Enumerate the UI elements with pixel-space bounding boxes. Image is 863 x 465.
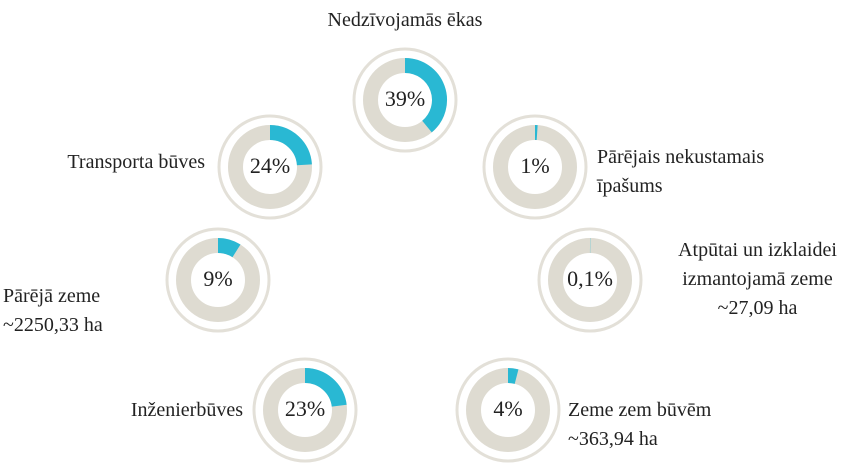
donut-label: Inženierbūves	[40, 396, 243, 425]
value-label: 9%	[203, 266, 232, 291]
value-label: 0,1%	[567, 266, 613, 291]
donut-label: Transporta būves	[5, 148, 205, 177]
label-title: Atpūtai un izklaidei izmantojamā zeme	[678, 239, 837, 290]
value-label: 39%	[385, 86, 425, 111]
donut-segment	[217, 238, 241, 258]
label-title: Nedzīvojamās ēkas	[327, 9, 483, 31]
donut-segment	[304, 368, 347, 408]
donut: 24%	[217, 114, 323, 220]
donut: 0,1%	[537, 227, 643, 333]
donut-segment	[404, 58, 447, 133]
outer-ring	[165, 227, 271, 333]
outer-ring	[252, 357, 358, 463]
donut: 9%	[165, 227, 271, 333]
donut-segment	[269, 125, 312, 166]
outer-ring	[455, 357, 561, 463]
label-title: Inženierbūves	[130, 399, 243, 421]
label-subtitle: ~363,94 ha	[568, 428, 658, 450]
donut: 4%	[455, 357, 561, 463]
donut-label: Zeme zem būvēm ~363,94 ha	[568, 396, 768, 454]
value-label: 23%	[285, 396, 325, 421]
donut-segment	[507, 368, 519, 384]
outer-ring	[352, 47, 458, 153]
donut-label: Pārējā zeme ~2250,33 ha	[3, 282, 173, 340]
donut-label: Nedzīvojamās ēkas	[255, 6, 555, 35]
value-label: 1%	[520, 153, 549, 178]
value-label: 4%	[493, 396, 522, 421]
label-title: Pārējā zeme	[3, 285, 101, 307]
label-title: Transporta būves	[67, 151, 205, 173]
label-subtitle: ~2250,33 ha	[3, 314, 103, 336]
donut: 39%	[352, 47, 458, 153]
donut: 23%	[252, 357, 358, 463]
label-subtitle: ~27,09 ha	[717, 297, 798, 319]
outer-ring	[482, 114, 588, 220]
outer-ring	[537, 227, 643, 333]
value-label: 24%	[250, 153, 290, 178]
donut-label: Pārējais nekustamais īpašums	[597, 143, 827, 201]
label-title: Zeme zem būvēm	[568, 399, 712, 421]
donut: 1%	[482, 114, 588, 220]
outer-ring	[217, 114, 323, 220]
label-title: Pārējais nekustamais īpašums	[597, 146, 765, 197]
donut-label: Atpūtai un izklaidei izmantojamā zeme ~27…	[655, 236, 860, 323]
